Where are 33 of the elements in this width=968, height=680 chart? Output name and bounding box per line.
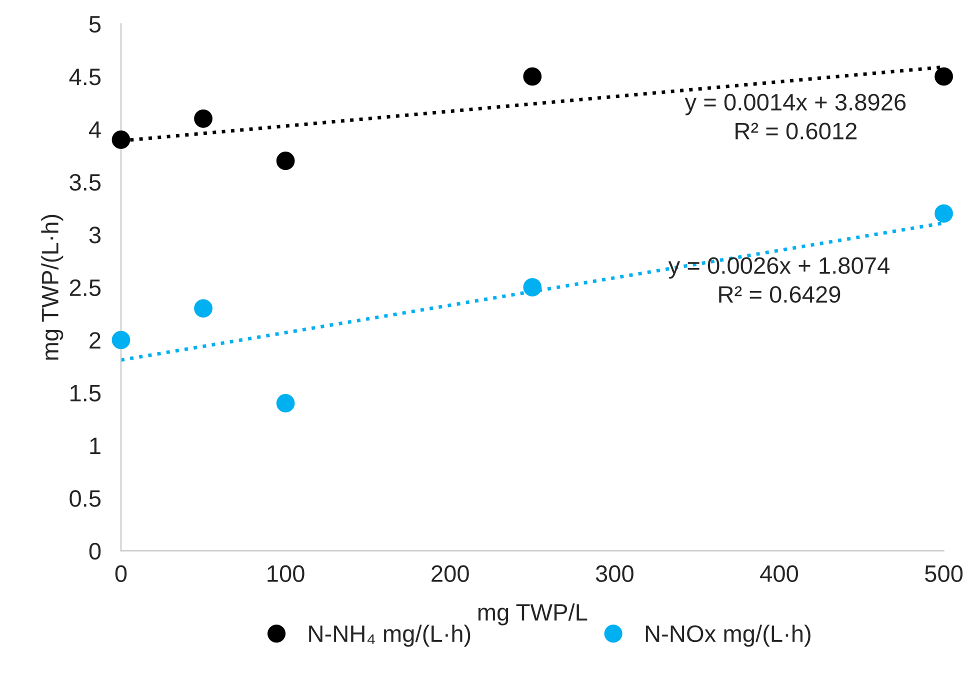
- point: [934, 204, 953, 223]
- annotation: y = 0.0014x + 3.8926 R² = 0.6012: [684, 94, 906, 140]
- point: [934, 67, 953, 86]
- x-tick-label: 200: [432, 565, 469, 582]
- legend-label: N-NH₄ mg/(L·h): [309, 624, 470, 647]
- point: [276, 152, 295, 170]
- x-tick-label: 500: [925, 565, 963, 582]
- y-tick-label: 2: [90, 332, 100, 349]
- y-tick-label: 4.5: [69, 68, 101, 86]
- annotation: y = 0.0026x + 1.8074 R² = 0.6429: [668, 257, 890, 303]
- y-tick-label: 3.5: [70, 174, 101, 191]
- point: [112, 130, 130, 149]
- legend-label: N-NOx mg/(L·h): [646, 624, 810, 647]
- y-tick-label: 4: [88, 122, 101, 138]
- x-axis-title: mg TWP/L: [478, 603, 588, 626]
- y-tick-label: 1.5: [70, 385, 101, 402]
- point: [194, 299, 212, 318]
- y-tick-label: 0: [89, 542, 101, 560]
- point: [112, 330, 130, 350]
- y-tick-label: 1: [90, 438, 100, 454]
- point: [194, 109, 212, 128]
- point: [276, 394, 295, 412]
- y-tick-label: 3: [89, 226, 101, 244]
- x-tick-label: 0: [115, 565, 127, 582]
- point: [523, 278, 542, 296]
- y-tick-label: 0.5: [70, 490, 101, 507]
- x-tick-label: 300: [596, 565, 634, 582]
- y-axis-title: mg TWP/(L·h): [41, 214, 64, 360]
- x-tick-label: 400: [760, 565, 798, 582]
- point: [523, 67, 542, 86]
- y-tick-label: 2.5: [70, 279, 101, 296]
- y-tick-label: 5: [89, 16, 101, 33]
- x-tick-label: 100: [268, 565, 304, 582]
